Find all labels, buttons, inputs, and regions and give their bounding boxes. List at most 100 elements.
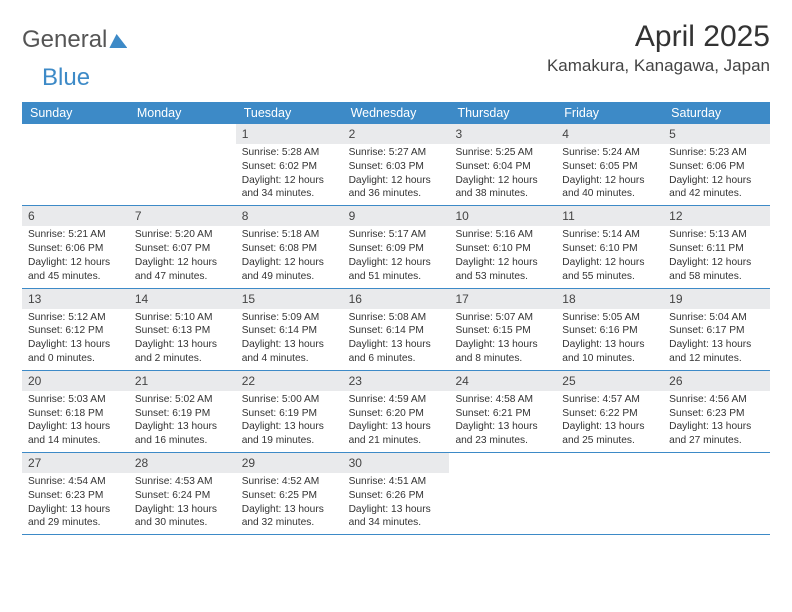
daylight-line: Daylight: 13 hours and 0 minutes. — [28, 338, 123, 366]
day-body: Sunrise: 5:12 AMSunset: 6:12 PMDaylight:… — [22, 309, 129, 370]
day-body: Sunrise: 5:17 AMSunset: 6:09 PMDaylight:… — [343, 226, 450, 287]
sunset-line: Sunset: 6:17 PM — [669, 324, 764, 338]
day-number: 9 — [343, 206, 450, 226]
sunrise-line: Sunrise: 4:53 AM — [135, 475, 230, 489]
sunset-line: Sunset: 6:09 PM — [349, 242, 444, 256]
day-body: Sunrise: 4:57 AMSunset: 6:22 PMDaylight:… — [556, 391, 663, 452]
day-body: Sunrise: 4:59 AMSunset: 6:20 PMDaylight:… — [343, 391, 450, 452]
daylight-line: Daylight: 13 hours and 21 minutes. — [349, 420, 444, 448]
sunrise-line: Sunrise: 5:13 AM — [669, 228, 764, 242]
day-body: Sunrise: 5:07 AMSunset: 6:15 PMDaylight:… — [449, 309, 556, 370]
week-row: 20Sunrise: 5:03 AMSunset: 6:18 PMDayligh… — [22, 371, 770, 453]
title-block: April 2025 Kamakura, Kanagawa, Japan — [547, 20, 770, 76]
sunrise-line: Sunrise: 5:09 AM — [242, 311, 337, 325]
sunrise-line: Sunrise: 5:18 AM — [242, 228, 337, 242]
day-body: Sunrise: 5:04 AMSunset: 6:17 PMDaylight:… — [663, 309, 770, 370]
weeks-container: 1Sunrise: 5:28 AMSunset: 6:02 PMDaylight… — [22, 124, 770, 535]
daylight-line: Daylight: 12 hours and 49 minutes. — [242, 256, 337, 284]
daylight-line: Daylight: 12 hours and 36 minutes. — [349, 174, 444, 202]
sunset-line: Sunset: 6:11 PM — [669, 242, 764, 256]
daylight-line: Daylight: 13 hours and 12 minutes. — [669, 338, 764, 366]
sunrise-line: Sunrise: 5:20 AM — [135, 228, 230, 242]
daylight-line: Daylight: 12 hours and 51 minutes. — [349, 256, 444, 284]
sunset-line: Sunset: 6:13 PM — [135, 324, 230, 338]
sunrise-line: Sunrise: 5:24 AM — [562, 146, 657, 160]
day-number: 20 — [22, 371, 129, 391]
sunrise-line: Sunrise: 4:57 AM — [562, 393, 657, 407]
day-body: Sunrise: 5:02 AMSunset: 6:19 PMDaylight:… — [129, 391, 236, 452]
day-body: Sunrise: 5:03 AMSunset: 6:18 PMDaylight:… — [22, 391, 129, 452]
sunset-line: Sunset: 6:08 PM — [242, 242, 337, 256]
sunset-line: Sunset: 6:06 PM — [28, 242, 123, 256]
day-cell: 1Sunrise: 5:28 AMSunset: 6:02 PMDaylight… — [236, 124, 343, 205]
sunset-line: Sunset: 6:16 PM — [562, 324, 657, 338]
day-number: 5 — [663, 124, 770, 144]
sunrise-line: Sunrise: 5:16 AM — [455, 228, 550, 242]
day-cell: 11Sunrise: 5:14 AMSunset: 6:10 PMDayligh… — [556, 206, 663, 287]
day-cell: 6Sunrise: 5:21 AMSunset: 6:06 PMDaylight… — [22, 206, 129, 287]
day-cell — [449, 453, 556, 534]
sunset-line: Sunset: 6:14 PM — [349, 324, 444, 338]
day-cell: 5Sunrise: 5:23 AMSunset: 6:06 PMDaylight… — [663, 124, 770, 205]
day-body: Sunrise: 4:53 AMSunset: 6:24 PMDaylight:… — [129, 473, 236, 534]
sunset-line: Sunset: 6:07 PM — [135, 242, 230, 256]
day-number: 30 — [343, 453, 450, 473]
sunset-line: Sunset: 6:21 PM — [455, 407, 550, 421]
sunrise-line: Sunrise: 5:14 AM — [562, 228, 657, 242]
day-body: Sunrise: 5:27 AMSunset: 6:03 PMDaylight:… — [343, 144, 450, 205]
sunset-line: Sunset: 6:19 PM — [135, 407, 230, 421]
day-body: Sunrise: 5:21 AMSunset: 6:06 PMDaylight:… — [22, 226, 129, 287]
day-body: Sunrise: 5:16 AMSunset: 6:10 PMDaylight:… — [449, 226, 556, 287]
day-cell: 24Sunrise: 4:58 AMSunset: 6:21 PMDayligh… — [449, 371, 556, 452]
day-number: 27 — [22, 453, 129, 473]
day-body: Sunrise: 4:54 AMSunset: 6:23 PMDaylight:… — [22, 473, 129, 534]
sunset-line: Sunset: 6:10 PM — [562, 242, 657, 256]
day-cell: 12Sunrise: 5:13 AMSunset: 6:11 PMDayligh… — [663, 206, 770, 287]
calendar: SundayMondayTuesdayWednesdayThursdayFrid… — [22, 102, 770, 535]
day-cell — [663, 453, 770, 534]
day-body: Sunrise: 5:09 AMSunset: 6:14 PMDaylight:… — [236, 309, 343, 370]
day-header-row: SundayMondayTuesdayWednesdayThursdayFrid… — [22, 102, 770, 124]
month-title: April 2025 — [547, 20, 770, 54]
sunrise-line: Sunrise: 5:10 AM — [135, 311, 230, 325]
day-number: 19 — [663, 289, 770, 309]
day-cell: 19Sunrise: 5:04 AMSunset: 6:17 PMDayligh… — [663, 289, 770, 370]
daylight-line: Daylight: 13 hours and 34 minutes. — [349, 503, 444, 531]
day-body: Sunrise: 5:14 AMSunset: 6:10 PMDaylight:… — [556, 226, 663, 287]
week-row: 13Sunrise: 5:12 AMSunset: 6:12 PMDayligh… — [22, 289, 770, 371]
week-row: 6Sunrise: 5:21 AMSunset: 6:06 PMDaylight… — [22, 206, 770, 288]
day-number: 6 — [22, 206, 129, 226]
day-body: Sunrise: 5:13 AMSunset: 6:11 PMDaylight:… — [663, 226, 770, 287]
sunset-line: Sunset: 6:15 PM — [455, 324, 550, 338]
day-header: Friday — [556, 102, 663, 124]
day-cell: 18Sunrise: 5:05 AMSunset: 6:16 PMDayligh… — [556, 289, 663, 370]
day-number: 16 — [343, 289, 450, 309]
day-body: Sunrise: 4:52 AMSunset: 6:25 PMDaylight:… — [236, 473, 343, 534]
sunrise-line: Sunrise: 4:51 AM — [349, 475, 444, 489]
day-cell: 29Sunrise: 4:52 AMSunset: 6:25 PMDayligh… — [236, 453, 343, 534]
sunset-line: Sunset: 6:26 PM — [349, 489, 444, 503]
day-body: Sunrise: 5:23 AMSunset: 6:06 PMDaylight:… — [663, 144, 770, 205]
daylight-line: Daylight: 12 hours and 42 minutes. — [669, 174, 764, 202]
sunset-line: Sunset: 6:24 PM — [135, 489, 230, 503]
daylight-line: Daylight: 12 hours and 40 minutes. — [562, 174, 657, 202]
day-number: 11 — [556, 206, 663, 226]
day-cell: 21Sunrise: 5:02 AMSunset: 6:19 PMDayligh… — [129, 371, 236, 452]
sunrise-line: Sunrise: 5:02 AM — [135, 393, 230, 407]
day-header: Monday — [129, 102, 236, 124]
day-cell: 10Sunrise: 5:16 AMSunset: 6:10 PMDayligh… — [449, 206, 556, 287]
day-number: 2 — [343, 124, 450, 144]
sunrise-line: Sunrise: 5:17 AM — [349, 228, 444, 242]
day-body: Sunrise: 5:20 AMSunset: 6:07 PMDaylight:… — [129, 226, 236, 287]
day-number: 15 — [236, 289, 343, 309]
day-cell: 13Sunrise: 5:12 AMSunset: 6:12 PMDayligh… — [22, 289, 129, 370]
day-cell: 2Sunrise: 5:27 AMSunset: 6:03 PMDaylight… — [343, 124, 450, 205]
daylight-line: Daylight: 12 hours and 34 minutes. — [242, 174, 337, 202]
sunrise-line: Sunrise: 5:08 AM — [349, 311, 444, 325]
daylight-line: Daylight: 13 hours and 25 minutes. — [562, 420, 657, 448]
daylight-line: Daylight: 13 hours and 29 minutes. — [28, 503, 123, 531]
sunrise-line: Sunrise: 5:04 AM — [669, 311, 764, 325]
sunrise-line: Sunrise: 4:56 AM — [669, 393, 764, 407]
day-body: Sunrise: 5:08 AMSunset: 6:14 PMDaylight:… — [343, 309, 450, 370]
day-number: 10 — [449, 206, 556, 226]
